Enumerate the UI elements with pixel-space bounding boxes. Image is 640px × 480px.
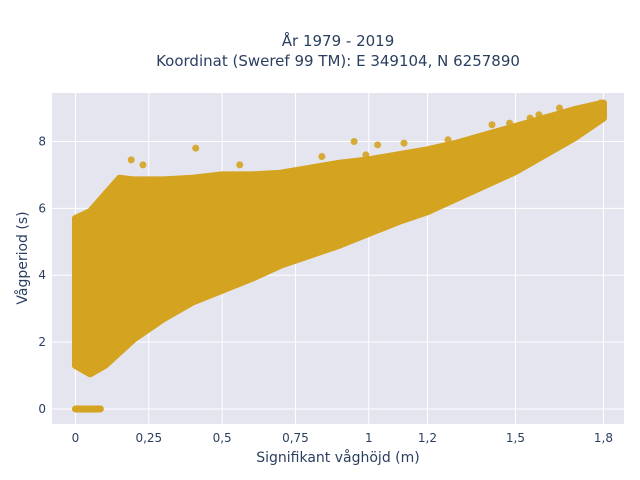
scatter-point (139, 161, 147, 169)
y-tick-labels: 0 2 4 6 8 (38, 134, 46, 415)
y-tick-label: 8 (38, 134, 46, 148)
x-tick-label: 1 (365, 431, 373, 445)
scatter-points (71, 99, 605, 413)
y-tick-label: 0 (38, 402, 46, 416)
scatter-point (236, 161, 244, 169)
scatter-point (350, 137, 358, 145)
x-tick-label: 0,75 (282, 431, 309, 445)
x-tick-labels: 0 0,25 0,5 0,75 1 1,2 1,5 1,8 (72, 431, 613, 445)
scatter-cloud (71, 99, 607, 378)
x-tick-label: 0,5 (213, 431, 232, 445)
chart-title-line-2: Koordinat (Sweref 99 TM): E 349104, N 62… (156, 52, 520, 70)
scatter-point (374, 141, 382, 149)
x-tick-label: 1,8 (594, 431, 613, 445)
scatter-point (597, 99, 605, 107)
scatter-point (506, 119, 514, 127)
scatter-point (362, 151, 370, 159)
x-tick-label: 0 (72, 431, 80, 445)
y-tick-label: 6 (38, 201, 46, 215)
scatter-point (535, 111, 543, 119)
y-tick-label: 2 (38, 335, 46, 349)
scatter-point (488, 121, 496, 129)
scatter-point (444, 136, 452, 144)
x-tick-label: 0,25 (135, 431, 162, 445)
scatter-point (318, 153, 326, 161)
scatter-density-region (71, 99, 607, 378)
x-axis-title: Signifikant våghöjd (m) (256, 449, 419, 466)
y-tick-label: 4 (38, 268, 46, 282)
x-tick-label: 1,2 (418, 431, 437, 445)
scatter-point (400, 139, 408, 147)
scatter-point (526, 114, 534, 122)
y-axis-title: Vågperiod (s) (14, 211, 31, 304)
chart-title-line-1: År 1979 - 2019 (282, 31, 395, 50)
scatter-point (192, 144, 200, 152)
scatter-point (127, 156, 135, 164)
scatter-point (555, 104, 563, 112)
x-tick-label: 1,5 (506, 431, 525, 445)
scatter-point (582, 104, 590, 112)
